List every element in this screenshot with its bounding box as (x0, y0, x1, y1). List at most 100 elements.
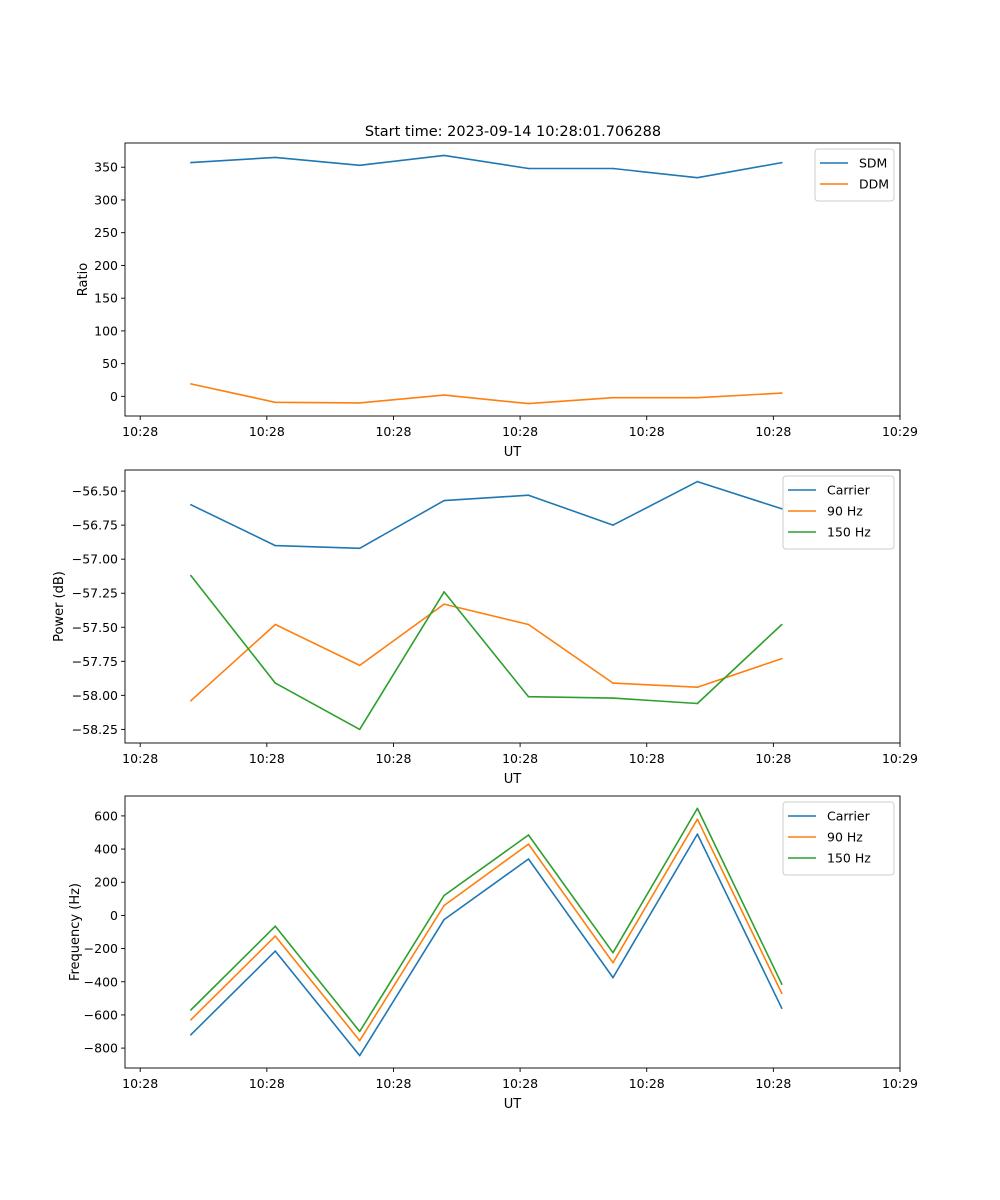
chart-3-series-150-hz-line (190, 807, 783, 1033)
subplots: 10:28 10:28 10:28 10:28 10:28 10:28 10:29 0 50 10… (52, 142, 918, 1112)
chart-3-y-tick-label: −400 (84, 974, 118, 989)
chart-3-y-tick-label: 600 (94, 808, 118, 823)
chart-2-x-tick-label: 10:29 (882, 751, 918, 766)
chart-3-series-150-hz-point (781, 983, 783, 986)
chart-2-y-tick-label: −56.75 (72, 518, 118, 533)
chart-2-series-carrier-point (274, 544, 277, 547)
chart-2-y-tick-label: −57.25 (72, 586, 118, 601)
chart-2-series-150-hz-point (612, 697, 614, 699)
chart-1-y-tick-label: 150 (94, 291, 118, 306)
chart-3-series-carrier-point (527, 858, 530, 860)
chart-3-x-tick-label: 10:28 (122, 1076, 158, 1091)
chart-1-y-axis-label: Ratio (76, 263, 91, 296)
chart-2-series-150-hz-point (358, 728, 361, 731)
chart-3-y-axis-label: Frequency (Hz) (68, 883, 83, 981)
chart-2-series-150-hz-point (190, 574, 192, 577)
chart-3-series-carrier-point (358, 1054, 361, 1057)
chart-3-x-tick-label: 10:29 (882, 1076, 918, 1091)
chart-3-axes: 10:28 10:28 10:28 10:28 10:28 10:28 10:29 −800 −… (68, 795, 918, 1112)
chart-1-x-tick-label: 10:29 (882, 424, 918, 439)
chart-1-series-sdm-point (274, 156, 277, 159)
chart-3-series-150-hz-point (190, 1009, 192, 1011)
chart-3-y-tick-label: −600 (84, 1007, 118, 1022)
chart-1-x-tick-label: 10:28 (249, 424, 285, 439)
chart-2-x-tick-label: 10:28 (249, 751, 285, 766)
chart-3-legend-label-carrier: Carrier (827, 809, 871, 824)
chart-3-series-90-hz-point (443, 904, 445, 907)
chart-1-y-tick-label: 250 (94, 225, 118, 240)
figure-title: Start time: 2023-09-14 10:28:01.706288 (365, 124, 661, 140)
chart-2-series-90-hz-point (612, 682, 614, 684)
chart-1-x-axis-label: UT (504, 445, 522, 460)
chart-3-x-tick-label: 10:28 (249, 1076, 285, 1091)
chart-2-series-90-hz-point (358, 664, 361, 667)
chart-1-series-sdm-point (612, 167, 614, 170)
chart-3-series-90-hz-point (781, 992, 783, 995)
chart-1-series-ddm-point (274, 401, 277, 404)
chart-1-legend: SDM DDM (814, 148, 895, 202)
chart-3-plot-frame (124, 795, 901, 1069)
chart-3-series-90-hz-point (190, 1019, 192, 1021)
chart-2-legend-label-90-hz: 90 Hz (827, 504, 863, 519)
chart-1-x-tick-label: 10:28 (122, 424, 158, 439)
chart-3-series-90-hz-point (527, 843, 530, 845)
chart-3-series-carrier-point (781, 1007, 783, 1010)
chart-2-series-carrier-point (527, 494, 530, 496)
chart-2-x-axis-label: UT (504, 772, 522, 787)
chart-1-legend-label-sdm: SDM (859, 156, 887, 171)
chart-2-series-carrier-point (612, 524, 614, 526)
chart-3-legend: Carrier 90 Hz 150 Hz (782, 801, 895, 876)
chart-1-series-ddm-point (527, 402, 530, 405)
chart-2-series-90-hz-point (527, 623, 530, 626)
chart-3-x-tick-label: 10:28 (629, 1076, 665, 1091)
chart-3-series-90-hz-point (612, 961, 614, 964)
chart-2-y-tick-label: −57.50 (72, 620, 118, 635)
chart-3-series-150-hz-point (358, 1030, 361, 1033)
chart-3-series-carrier-point (612, 976, 614, 979)
chart-1-plot-frame (124, 142, 901, 417)
chart-2-series-150-hz-line (190, 575, 783, 731)
chart-2-series-90-hz-point (696, 686, 699, 688)
chart-2-series-carrier-point (781, 508, 783, 510)
chart-1-series-ddm-line (190, 383, 782, 405)
chart-1-legend-frame (814, 148, 895, 202)
chart-2-legend-label-150-hz: 150 Hz (827, 525, 871, 540)
chart-3-x-tick-label: 10:28 (755, 1076, 791, 1091)
chart-2-series-carrier-point (190, 503, 192, 506)
chart-1-axes: 10:28 10:28 10:28 10:28 10:28 10:28 10:29 0 50 10… (76, 142, 918, 460)
chart-2-series-carrier-point (443, 499, 445, 502)
chart-3-series-carrier-point (190, 1034, 192, 1036)
chart-3-series-carrier-point (443, 918, 445, 921)
chart-2-series-90-hz-point (443, 603, 445, 605)
chart-3-series-carrier-line (190, 833, 783, 1057)
chart-2-y-tick-label: −57.00 (72, 552, 118, 567)
chart-1-series-sdm-point (358, 164, 361, 167)
chart-1-series-sdm-point (527, 167, 530, 170)
chart-1-y-tick-label: 300 (94, 192, 118, 207)
chart-1-y-tick-label: 200 (94, 258, 118, 273)
chart-2-series-carrier-point (696, 480, 699, 483)
chart-1-legend-label-ddm: DDM (859, 177, 889, 192)
chart-1-series-ddm-point (190, 383, 192, 385)
chart-3-series-150-hz-point (696, 807, 699, 810)
chart-3-series-90-hz-point (358, 1039, 361, 1042)
chart-3-series-150-hz-point (274, 925, 277, 927)
chart-2-y-tick-label: −58.25 (72, 722, 118, 737)
chart-3-y-tick-label: 0 (110, 908, 118, 923)
chart-2-series-90-hz-point (274, 623, 277, 626)
chart-2-x-tick-label: 10:28 (502, 751, 538, 766)
chart-3-series-150-hz-point (612, 951, 614, 954)
chart-1-y-tick-label: 100 (94, 323, 118, 338)
chart-1-series-sdm-point (190, 161, 192, 164)
chart-1-y-tick-label: 350 (94, 160, 118, 175)
chart-1-series-ddm-point (696, 396, 699, 399)
chart-2-y-axis-label: Power (dB) (52, 571, 67, 642)
chart-2-series-90-hz-point (781, 657, 783, 660)
chart-1-x-tick-label: 10:28 (755, 424, 791, 439)
chart-3-y-tick-label: 200 (94, 875, 118, 890)
chart-2-y-tick-label: −57.75 (72, 654, 118, 669)
chart-3-series-150-hz-point (527, 834, 530, 836)
chart-1-series-ddm-point (612, 396, 614, 399)
chart-1-series-ddm-point (781, 392, 783, 394)
chart-1-series-sdm-point (781, 161, 783, 164)
